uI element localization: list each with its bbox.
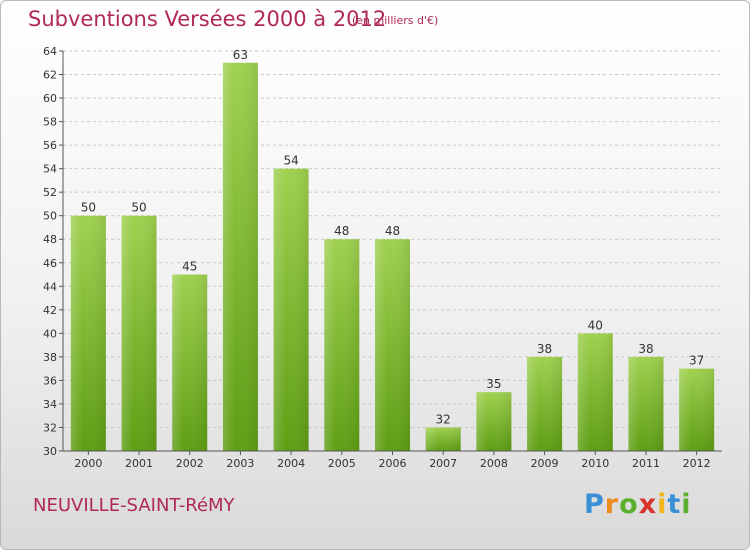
y-tick-label: 44	[43, 280, 57, 293]
y-tick-label: 52	[43, 186, 57, 199]
bar-shine	[679, 368, 715, 451]
x-tick-label: 2007	[429, 457, 457, 470]
bar-value-label: 32	[436, 412, 451, 426]
bar-value-label: 35	[486, 377, 501, 391]
logo-letter: x	[638, 489, 658, 520]
y-tick-label: 62	[43, 69, 57, 82]
y-tick-label: 30	[43, 445, 57, 458]
y-tick-label: 42	[43, 304, 57, 317]
bar-shine	[70, 215, 106, 451]
x-tick-label: 2011	[632, 457, 660, 470]
commune-name: NEUVILLE-SAINT-RéMY	[33, 495, 235, 516]
bar-shine	[527, 356, 563, 451]
bar-shine	[375, 239, 410, 451]
chart-subtitle: (en milliers d'€)	[352, 14, 439, 27]
y-tick-label: 56	[43, 139, 57, 152]
bar-shine	[222, 62, 258, 451]
logo-letter: t	[667, 489, 682, 520]
logo-letter: P	[584, 489, 605, 520]
logo-letter: o	[619, 489, 639, 520]
bar-shine	[273, 168, 309, 451]
x-tick-label: 2000	[74, 457, 102, 470]
y-tick-label: 38	[43, 351, 57, 364]
y-tick-label: 40	[43, 327, 57, 340]
bar-shine	[628, 356, 664, 451]
logo-letter: i	[657, 489, 668, 520]
y-tick-label: 46	[43, 257, 57, 270]
logo-letter: i	[681, 489, 692, 520]
x-tick-label: 2002	[176, 457, 204, 470]
bar-shine	[324, 239, 360, 451]
y-tick-label: 36	[43, 374, 57, 387]
x-tick-label: 2012	[683, 457, 711, 470]
x-tick-label: 2003	[226, 457, 254, 470]
bar-shine	[172, 274, 208, 451]
bar-value-label: 45	[182, 260, 197, 274]
y-tick-label: 54	[43, 163, 57, 176]
bar-value-label: 48	[334, 224, 349, 238]
bar-value-label: 48	[385, 224, 400, 238]
bar-value-label: 37	[689, 354, 704, 368]
chart-title: Subventions Versées 2000 à 2012	[28, 7, 387, 31]
x-tick-label: 2010	[581, 457, 609, 470]
bar-value-label: 50	[131, 201, 146, 215]
bar-value-label: 50	[81, 201, 96, 215]
logo-letter: r	[604, 489, 620, 520]
x-tick-label: 2004	[277, 457, 305, 470]
y-tick-label: 32	[43, 421, 57, 434]
bar-value-label: 63	[233, 48, 248, 62]
y-tick-label: 60	[43, 92, 57, 105]
y-tick-label: 50	[43, 210, 57, 223]
bar-shine	[577, 333, 613, 451]
bar-shine	[425, 427, 461, 451]
x-tick-label: 2005	[328, 457, 356, 470]
y-tick-label: 34	[43, 398, 57, 411]
bar-value-label: 40	[588, 318, 603, 332]
bar-value-label: 54	[283, 154, 298, 168]
proxiti-logo: Proxiti	[584, 489, 692, 520]
x-tick-label: 2008	[480, 457, 508, 470]
bar-value-label: 38	[537, 342, 552, 356]
x-tick-label: 2009	[531, 457, 559, 470]
bar-shine	[121, 215, 157, 451]
y-tick-label: 64	[43, 45, 57, 58]
x-tick-label: 2006	[379, 457, 407, 470]
y-tick-label: 58	[43, 116, 57, 129]
x-tick-label: 2001	[125, 457, 153, 470]
y-tick-label: 48	[43, 233, 57, 246]
bar-value-label: 38	[638, 342, 653, 356]
bar-shine	[476, 392, 512, 451]
